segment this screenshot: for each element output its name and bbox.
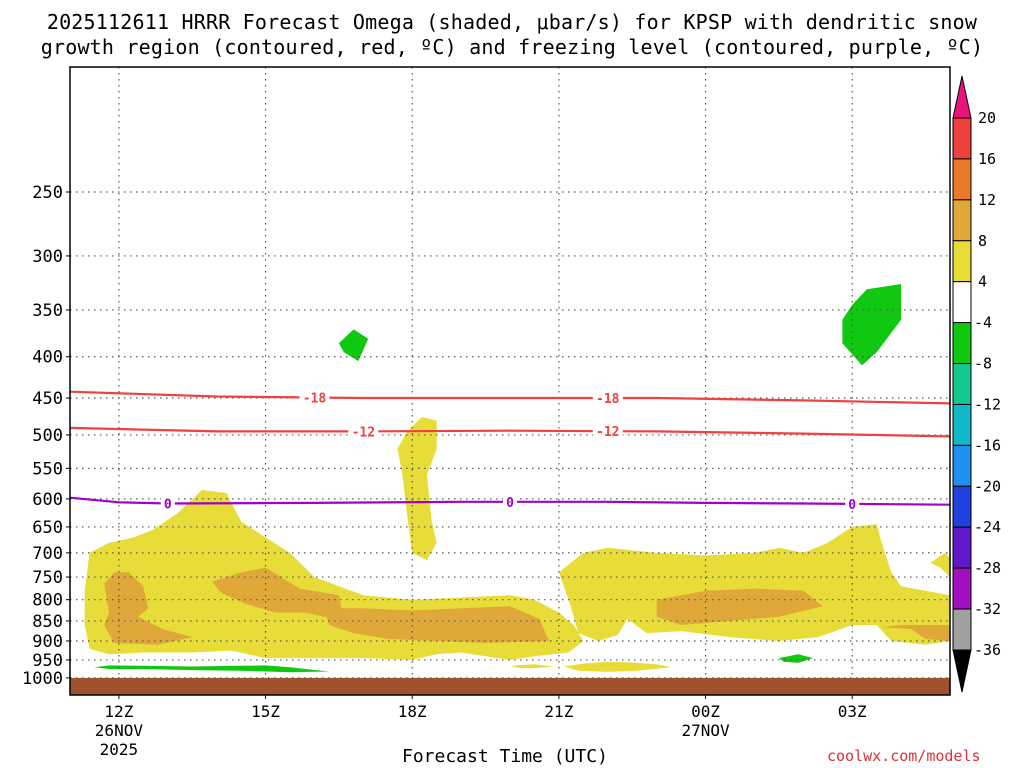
y-tick-label-350: 350 (32, 301, 63, 321)
omega-region-2-0 (842, 284, 902, 366)
colorbar-box-1 (952, 158, 972, 201)
colorbar-label-12: -32 (974, 600, 1001, 618)
y-tick-label-700: 700 (32, 544, 63, 564)
omega-region-1-0 (104, 572, 193, 645)
colorbar-label-7: -12 (974, 395, 1001, 413)
contour-line-0 (70, 390, 950, 405)
y-tick-label-750: 750 (32, 568, 63, 588)
contour-label-bg-2-0 (160, 496, 175, 511)
x-tick-year-12Z: 2025 (100, 740, 139, 759)
y-tick-label-1000: 1000 (22, 669, 63, 689)
colorbar-label-11: -28 (974, 559, 1001, 577)
plot-frame (69, 66, 951, 696)
x-tick-label-12Z: 12Z (104, 702, 133, 721)
omega-region-0-4 (510, 664, 554, 669)
x-axis-label: Forecast Time (UTC) (402, 746, 608, 767)
colorbar-box-5 (952, 322, 972, 365)
contour-line-1 (70, 426, 950, 438)
colorbar-label-3: 8 (978, 232, 987, 250)
colorbar-box-6 (952, 363, 972, 405)
y-tick-label-250: 250 (32, 183, 63, 203)
contour-label-2-0: 0 (164, 498, 172, 513)
colorbar-label-6: -8 (974, 355, 992, 373)
y-tick-label-950: 950 (32, 651, 63, 671)
contour-label-1-0: -12 (352, 425, 375, 440)
omega-region-2-3 (778, 654, 814, 663)
contour-label-2-2: 0 (848, 498, 856, 513)
omega-region-1-3 (656, 588, 823, 625)
y-tick-label-450: 450 (32, 389, 63, 409)
colorbar-box-9 (952, 485, 972, 528)
omega-region-2-2 (94, 665, 330, 673)
x-tick-label-15Z: 15Z (251, 702, 280, 721)
x-tick-label-21Z: 21Z (544, 702, 573, 721)
contour-label-0-1: -18 (596, 392, 620, 407)
y-tick-label-850: 850 (32, 612, 63, 632)
omega-region-0-5 (563, 661, 672, 672)
colorbar-box-11 (952, 567, 972, 610)
colorbar-label-8: -16 (974, 436, 1001, 454)
omega-region-0-3 (930, 552, 950, 578)
x-tick-date-12Z: 26NOV (95, 721, 144, 740)
colorbar-box-7 (952, 403, 972, 446)
colorbar-label-5: -4 (974, 314, 992, 332)
omega-region-1-4 (881, 625, 950, 641)
contour-label-bg-2-1 (503, 494, 517, 509)
colorbar-box-2 (952, 199, 972, 242)
x-tick-label-03Z: 03Z (838, 702, 867, 721)
y-tick-label-400: 400 (32, 348, 63, 368)
colorbar-label-9: -20 (974, 477, 1001, 495)
ground-band (70, 677, 950, 695)
y-tick-label-600: 600 (32, 490, 63, 510)
contour-label-bg-0-0 (299, 390, 330, 405)
chart-title-line-1: 2025112611 HRRR Forecast Omega (shaded, … (46, 10, 978, 34)
colorbar-box-3 (952, 240, 972, 283)
colorbar-label-2: 12 (978, 191, 996, 209)
colorbar-box-4 (952, 281, 972, 324)
colorbar-label-4: 4 (978, 273, 987, 291)
omega-region-2-1 (338, 329, 369, 362)
colorbar-box-12 (952, 608, 972, 651)
colorbar-top-arrow (952, 75, 972, 119)
chart-title-line-2: growth region (contoured, red, ºC) and f… (40, 35, 984, 59)
y-tick-label-300: 300 (32, 247, 63, 267)
contour-label-bg-2-2 (845, 496, 860, 511)
omega-region-1-1 (211, 567, 344, 621)
colorbar-label-1: 16 (978, 150, 996, 168)
plot-area: -18 -18 -12 -12 0 0 0 (70, 67, 950, 695)
colorbar-box-8 (952, 444, 972, 487)
contour-label-bg-1-0 (348, 424, 379, 439)
x-tick-label-18Z: 18Z (398, 702, 427, 721)
colorbar-box-10 (952, 526, 972, 569)
contour-label-1-1: -12 (596, 425, 619, 440)
y-tick-label-800: 800 (32, 591, 63, 611)
colorbar-label-0: 20 (978, 109, 996, 127)
contour-label-0-0: -18 (303, 392, 327, 407)
colorbar-label-13: -36 (974, 641, 1001, 659)
colorbar-label-10: -24 (974, 518, 1001, 536)
y-tick-label-500: 500 (32, 426, 63, 446)
contour-label-bg-1-1 (592, 424, 623, 439)
omega-region-0-2 (397, 417, 437, 561)
x-tick-label-00Z: 00Z (691, 702, 720, 721)
omega-region-1-2 (324, 606, 550, 643)
colorbar-bottom-arrow (952, 649, 972, 693)
contour-label-bg-0-1 (592, 391, 623, 406)
contour-line-2 (70, 496, 950, 506)
credit-link[interactable]: coolwx.com/models (827, 747, 981, 765)
y-tick-label-900: 900 (32, 632, 63, 652)
y-tick-label-650: 650 (32, 518, 63, 538)
contour-label-2-1: 0 (506, 496, 514, 511)
colorbar-box-0 (952, 117, 972, 160)
y-tick-label-550: 550 (32, 459, 63, 479)
x-tick-date-00Z: 27NOV (681, 721, 730, 740)
